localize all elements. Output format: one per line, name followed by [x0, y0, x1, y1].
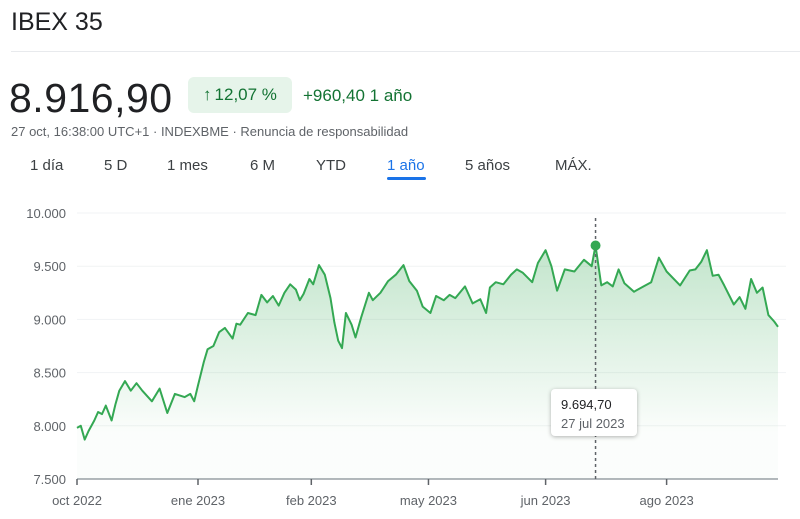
x-tick-label: ene 2023 — [171, 493, 225, 508]
tab-5-anos[interactable]: 5 años — [465, 157, 511, 174]
tab-5d[interactable]: 5 D — [104, 157, 128, 174]
tooltip-date: 27 jul 2023 — [561, 416, 625, 431]
x-tick-label: oct 2022 — [52, 493, 102, 508]
tooltip-value: 9.694,70 — [561, 397, 612, 412]
tab-1-ano[interactable]: 1 año — [387, 157, 425, 174]
change-period: 1 año — [369, 86, 413, 105]
y-tick-label: 9.000 — [33, 312, 66, 327]
tab-6m[interactable]: 6 M — [250, 157, 276, 174]
current-price: 8.916,90 — [9, 75, 173, 121]
change-percent-badge: ↑ 12,07 % — [188, 77, 292, 113]
x-tick-label: ago 2023 — [639, 493, 693, 508]
y-tick-label: 10.000 — [26, 206, 66, 221]
price-area-fill — [77, 245, 778, 479]
quote-subtitle: 27 oct, 16:38:00 UTC+1 · INDEXBME · Renu… — [11, 124, 409, 139]
change-absolute: +960,40 1 año — [303, 86, 412, 106]
tab-1-dia[interactable]: 1 día — [30, 157, 64, 174]
y-tick-label: 7.500 — [33, 472, 66, 487]
hover-point — [590, 240, 601, 251]
x-tick-label: may 2023 — [400, 493, 457, 508]
tab-max[interactable]: MÁX. — [555, 157, 592, 174]
arrow-up-icon: ↑ — [203, 85, 212, 104]
divider — [11, 51, 800, 52]
y-tick-label: 8.500 — [33, 366, 66, 381]
tab-ytd[interactable]: YTD — [316, 157, 346, 174]
price-line — [76, 244, 779, 441]
change-percent: 12,07 % — [214, 85, 277, 104]
x-tick-label: feb 2023 — [286, 493, 337, 508]
y-tick-label: 8.000 — [33, 419, 66, 434]
y-tick-label: 9.500 — [33, 259, 66, 274]
page-title: IBEX 35 — [11, 8, 103, 36]
hover-tooltip: 9.694,70 27 jul 2023 — [551, 389, 637, 436]
change-value: +960,40 — [303, 86, 365, 105]
x-tick-label: jun 2023 — [520, 493, 571, 508]
tab-1-mes[interactable]: 1 mes — [167, 157, 208, 174]
active-tab-indicator — [387, 177, 426, 180]
